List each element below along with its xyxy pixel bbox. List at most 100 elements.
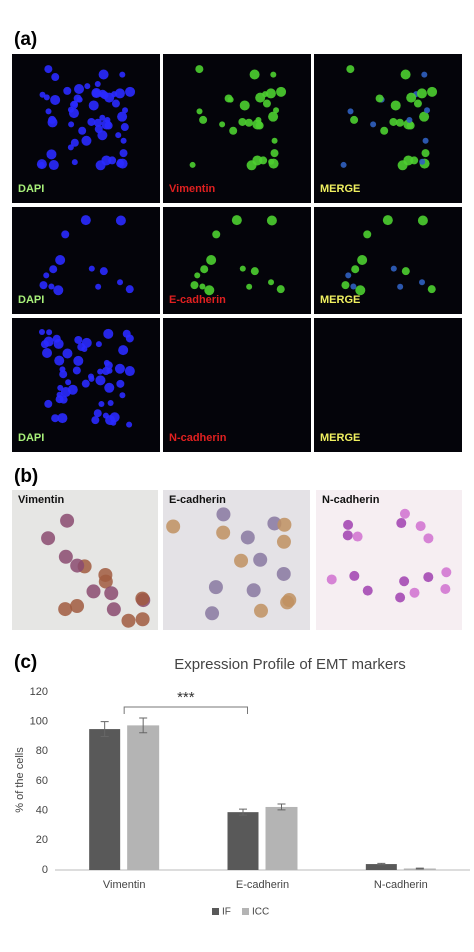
cell bbox=[399, 576, 410, 587]
cell bbox=[246, 160, 257, 171]
cell bbox=[116, 379, 125, 388]
cell bbox=[199, 115, 208, 124]
x-tick-label: N-cadherin bbox=[374, 879, 428, 891]
cell bbox=[423, 533, 434, 544]
cell bbox=[122, 107, 129, 114]
cell bbox=[103, 328, 114, 339]
bar bbox=[89, 729, 121, 870]
error-bar bbox=[139, 717, 148, 734]
cell bbox=[395, 118, 404, 127]
cell bbox=[81, 379, 90, 388]
cell bbox=[94, 125, 103, 134]
cell bbox=[107, 400, 114, 407]
cell bbox=[268, 111, 279, 122]
cell bbox=[421, 71, 428, 78]
cell bbox=[259, 156, 268, 165]
cell bbox=[115, 132, 122, 139]
cell bbox=[276, 86, 287, 97]
cell bbox=[224, 94, 233, 103]
image-label: MERGE bbox=[320, 294, 360, 306]
cell bbox=[116, 159, 125, 168]
y-tick-label: 40 bbox=[36, 805, 48, 817]
cell bbox=[231, 215, 242, 226]
cell bbox=[102, 412, 109, 419]
cell bbox=[441, 567, 452, 578]
cell bbox=[250, 267, 259, 276]
cell bbox=[239, 100, 250, 111]
cell bbox=[244, 118, 253, 127]
image-label: DAPI bbox=[18, 294, 44, 306]
cell bbox=[70, 558, 85, 573]
cell bbox=[396, 518, 407, 529]
micrograph bbox=[12, 54, 160, 203]
cell bbox=[55, 254, 66, 265]
cell bbox=[68, 121, 75, 128]
cell bbox=[38, 328, 45, 335]
cell bbox=[84, 83, 91, 90]
cell bbox=[357, 254, 368, 265]
cell bbox=[98, 69, 109, 80]
cell bbox=[326, 574, 337, 585]
cell bbox=[95, 160, 106, 171]
cell bbox=[273, 107, 280, 114]
cell bbox=[46, 149, 57, 160]
cell bbox=[108, 156, 117, 165]
cell bbox=[349, 570, 360, 581]
cell bbox=[397, 160, 408, 171]
cell bbox=[70, 100, 79, 109]
error-bar bbox=[100, 721, 109, 737]
cell bbox=[111, 99, 120, 108]
cell bbox=[341, 281, 350, 290]
cell bbox=[48, 115, 57, 124]
cell bbox=[266, 215, 277, 226]
image-label: E-cadherin bbox=[169, 494, 226, 506]
cell bbox=[423, 572, 434, 583]
cell bbox=[45, 108, 52, 115]
cell bbox=[166, 519, 181, 534]
cell bbox=[53, 285, 64, 296]
cell bbox=[115, 215, 126, 226]
cell bbox=[268, 158, 275, 165]
cell bbox=[216, 525, 231, 540]
y-tick-label: 80 bbox=[36, 745, 48, 757]
cell bbox=[98, 89, 107, 98]
cell bbox=[276, 534, 291, 549]
cell bbox=[194, 272, 201, 279]
cell bbox=[389, 117, 398, 126]
image-label: Vimentin bbox=[18, 494, 65, 506]
legend-swatch bbox=[212, 908, 219, 915]
y-tick-label: 20 bbox=[36, 834, 48, 846]
cell bbox=[58, 602, 73, 617]
cell bbox=[352, 531, 363, 542]
micrograph bbox=[316, 490, 462, 630]
cell bbox=[110, 419, 117, 426]
cell bbox=[400, 69, 411, 80]
cell bbox=[347, 108, 354, 115]
cell bbox=[67, 106, 74, 113]
cell bbox=[246, 283, 253, 290]
cell bbox=[97, 368, 104, 375]
cell bbox=[200, 265, 209, 274]
bar bbox=[265, 806, 298, 870]
cell bbox=[48, 160, 59, 171]
cell bbox=[270, 149, 279, 158]
cell bbox=[114, 363, 125, 374]
cell bbox=[363, 230, 372, 239]
cell bbox=[60, 513, 75, 528]
cell bbox=[36, 159, 47, 170]
cell bbox=[253, 603, 268, 618]
cell bbox=[406, 92, 417, 103]
cell bbox=[249, 69, 260, 80]
cell bbox=[427, 285, 436, 294]
significance-bracket bbox=[123, 706, 248, 714]
cell bbox=[190, 281, 199, 290]
cell bbox=[104, 116, 111, 123]
panel-label: (b) bbox=[14, 466, 38, 487]
cell bbox=[51, 414, 60, 423]
cell bbox=[50, 94, 61, 105]
image-label: N-cadherin bbox=[322, 494, 380, 506]
cell bbox=[397, 283, 404, 290]
cell bbox=[39, 281, 48, 290]
cell bbox=[95, 341, 102, 348]
cell bbox=[255, 116, 262, 123]
